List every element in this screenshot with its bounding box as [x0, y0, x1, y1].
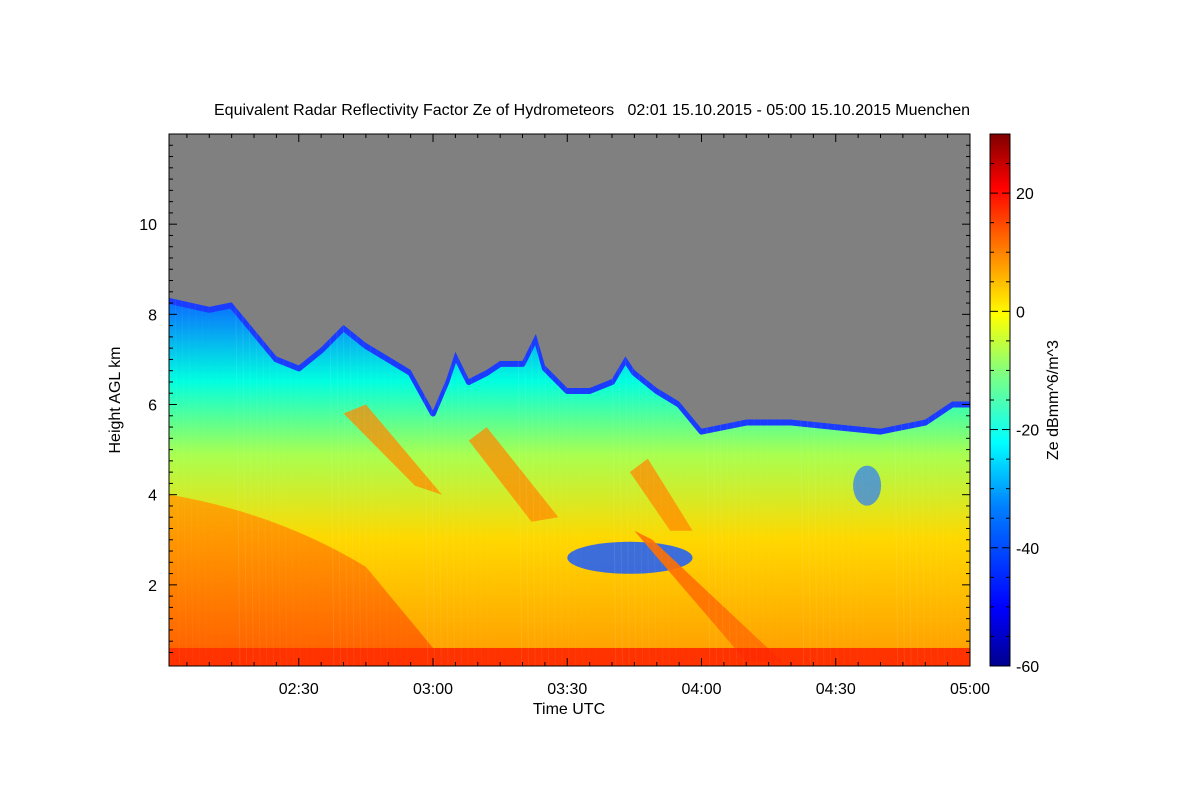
- x-tick-label: 04:30: [816, 681, 856, 698]
- no-signal-area: [169, 134, 970, 429]
- y-tick-label: 6: [148, 398, 157, 415]
- colorbar-tick-label: -40: [1016, 541, 1039, 558]
- y-tick-label: 10: [139, 217, 157, 234]
- fall-streak-2: [468, 427, 559, 522]
- precip-core: [169, 494, 434, 648]
- y-tick-label: 4: [148, 488, 157, 505]
- colorbar-label: Ze dBmm^6/m^3: [1045, 340, 1062, 460]
- y-axis-label: Height AGL km: [107, 346, 124, 453]
- weak-echo-patch: [853, 465, 882, 506]
- y-tick-label: 2: [148, 578, 157, 595]
- colorbar-tick-label: -20: [1016, 423, 1039, 440]
- colorbar-tick-label: 20: [1016, 186, 1034, 203]
- colorbar-tick-label: -60: [1016, 659, 1039, 676]
- y-axis: 2 4 6 8 10: [139, 144, 970, 653]
- x-axis: 02:30 03:00 03:30 04:00 04:30 05:00: [186, 134, 990, 698]
- x-tick-label: 03:30: [547, 681, 587, 698]
- cloud-top-edge: [169, 297, 970, 435]
- x-tick-label: 05:00: [950, 681, 990, 698]
- colorbar-tick-label: 0: [1016, 304, 1025, 321]
- reflectivity-field: [169, 134, 970, 666]
- fall-streak-3: [629, 458, 693, 531]
- fall-streak-main: [634, 530, 783, 662]
- chart-title: Equivalent Radar Reflectivity Factor Ze …: [214, 102, 970, 119]
- surface-clutter-band: [169, 647, 970, 666]
- x-tick-label: 04:00: [681, 681, 721, 698]
- x-tick-label: 02:30: [279, 681, 319, 698]
- colorbar-axis: 20 0 -20 -40 -60: [990, 133, 1039, 676]
- plot-frame: [168, 133, 971, 667]
- fall-streak-1: [343, 404, 442, 495]
- x-tick-label: 03:00: [413, 681, 453, 698]
- x-axis-label: Time UTC: [533, 701, 605, 718]
- y-tick-label: 8: [148, 307, 157, 324]
